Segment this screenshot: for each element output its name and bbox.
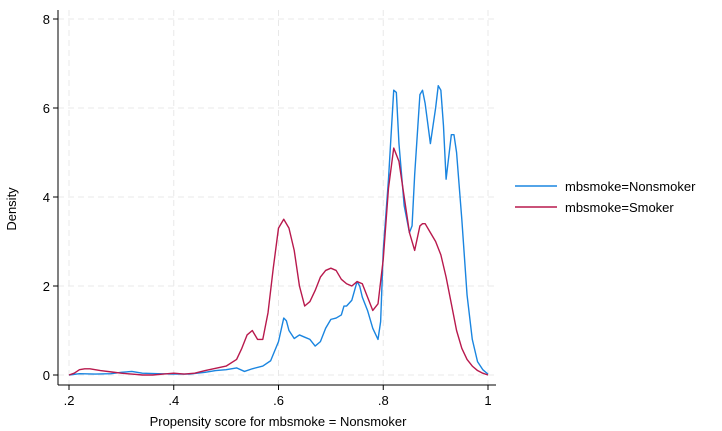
y-tick-label: 0 xyxy=(43,368,50,383)
legend: mbsmoke=Nonsmoker mbsmoke=Smoker xyxy=(515,179,696,215)
legend-label: mbsmoke=Smoker xyxy=(565,200,674,215)
x-tick-label: 1 xyxy=(484,393,491,408)
series-line-nonsmoker xyxy=(68,85,489,376)
y-tick-label: 8 xyxy=(43,12,50,27)
y-axis-title: Density xyxy=(4,187,19,231)
legend-label: mbsmoke=Nonsmoker xyxy=(565,179,696,194)
x-tick-label: .2 xyxy=(64,393,75,408)
x-axis-title: Propensity score for mbsmoke = Nonsmoker xyxy=(150,414,408,429)
grid-layer xyxy=(58,10,496,385)
y-tick-label: 2 xyxy=(43,279,50,294)
series-layer xyxy=(68,85,489,376)
x-tick-label: .4 xyxy=(168,393,179,408)
y-tick-label: 4 xyxy=(43,190,50,205)
x-tick-label: .6 xyxy=(273,393,284,408)
series-line-smoker xyxy=(68,147,489,376)
axes-layer: 0 2 4 6 8 .2 .4 .6 .8 1 xyxy=(43,10,496,408)
y-tick-label: 6 xyxy=(43,101,50,116)
x-tick-label: .8 xyxy=(378,393,389,408)
